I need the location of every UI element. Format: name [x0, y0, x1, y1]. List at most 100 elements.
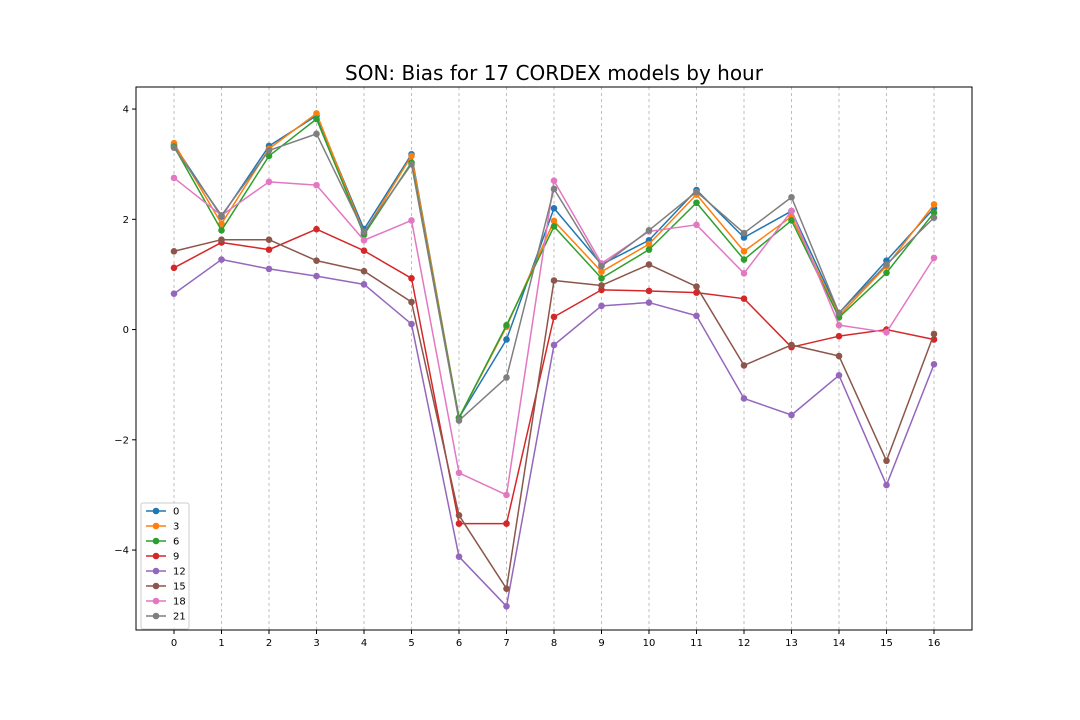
data-point [408, 274, 415, 282]
data-point [170, 247, 178, 255]
x-tick-label: 16 [928, 638, 941, 649]
y-tick-label: 2 [123, 215, 129, 226]
data-point [503, 585, 510, 592]
legend-label: 3 [173, 522, 179, 533]
data-point [265, 246, 273, 253]
data-point [408, 217, 415, 224]
legend-marker [152, 612, 160, 620]
data-point [788, 193, 795, 201]
data-point [740, 395, 748, 402]
data-point [455, 512, 463, 519]
x-tick-label: 9 [598, 638, 604, 649]
data-point [360, 247, 368, 255]
data-point [598, 274, 605, 282]
data-point [408, 160, 415, 168]
legend: 0 3 6 9 12 15 18 21 [140, 502, 190, 630]
series-layer [170, 110, 938, 610]
data-point [360, 267, 368, 275]
data-point [503, 491, 510, 499]
data-point [265, 152, 273, 160]
data-point [503, 602, 510, 610]
data-point [598, 262, 605, 270]
data-point [883, 481, 890, 489]
data-point [788, 217, 795, 224]
data-point [740, 362, 748, 369]
data-point [313, 272, 320, 280]
data-point [883, 457, 890, 465]
y-tick-label: 4 [123, 105, 129, 116]
data-point [503, 520, 510, 527]
data-point [170, 144, 178, 151]
x-tick-label: 2 [266, 638, 272, 649]
data-point [693, 199, 700, 207]
x-tick-label: 15 [880, 638, 893, 649]
legend-marker [152, 567, 160, 575]
data-point [455, 520, 463, 527]
data-point [835, 352, 843, 360]
legend-label: 0 [173, 507, 179, 518]
data-point [740, 295, 748, 302]
data-point [455, 553, 463, 560]
series-15 [170, 236, 938, 592]
data-point [265, 265, 273, 273]
legend-label: 18 [173, 597, 186, 608]
data-point [645, 240, 653, 248]
data-point [503, 321, 510, 329]
legend-item: 15 [146, 582, 186, 593]
data-point [645, 299, 653, 306]
x-tick-label: 11 [690, 638, 703, 649]
legend-label: 9 [173, 552, 179, 563]
x-tick-label: 3 [313, 638, 319, 649]
data-point [835, 321, 843, 329]
data-point [218, 227, 225, 234]
data-point [218, 220, 225, 228]
data-point [693, 283, 700, 290]
data-point [218, 256, 225, 263]
data-point [360, 236, 368, 244]
data-point [265, 236, 273, 244]
legend-label: 21 [173, 612, 186, 623]
data-point [930, 360, 938, 368]
data-point [503, 374, 510, 381]
y-tick-label: 0 [123, 325, 129, 336]
data-point [360, 228, 368, 236]
data-point [550, 313, 558, 321]
data-point [835, 309, 843, 317]
legend-marker [152, 507, 160, 515]
legend-marker [152, 552, 160, 560]
data-point [883, 269, 890, 277]
data-point [883, 261, 890, 268]
data-point [693, 221, 700, 229]
legend-box [140, 502, 190, 630]
data-point [313, 257, 320, 264]
data-point [598, 282, 605, 289]
data-point [788, 341, 795, 349]
legend-item: 18 [146, 597, 186, 608]
y-tick-label: −4 [114, 546, 129, 557]
x-tick-label: 14 [833, 638, 846, 649]
legend-label: 6 [173, 537, 179, 548]
data-point [265, 178, 273, 186]
data-point [170, 174, 178, 182]
data-point [788, 207, 795, 215]
data-point [930, 209, 938, 216]
data-point [930, 330, 938, 338]
x-tick-label: 13 [785, 638, 798, 649]
x-tick-label: 4 [361, 638, 367, 649]
data-point [313, 115, 320, 123]
data-point [645, 261, 653, 268]
data-point [408, 320, 415, 328]
data-point [408, 298, 415, 306]
data-point [645, 246, 653, 253]
data-point [740, 256, 748, 263]
x-tick-label: 10 [643, 638, 656, 649]
data-point [835, 332, 843, 340]
legend-item: 6 [146, 537, 179, 548]
x-tick-label: 1 [218, 638, 224, 649]
data-point [313, 225, 320, 233]
data-point [455, 469, 463, 477]
data-point [645, 287, 653, 295]
x-tick-label: 7 [503, 638, 509, 649]
